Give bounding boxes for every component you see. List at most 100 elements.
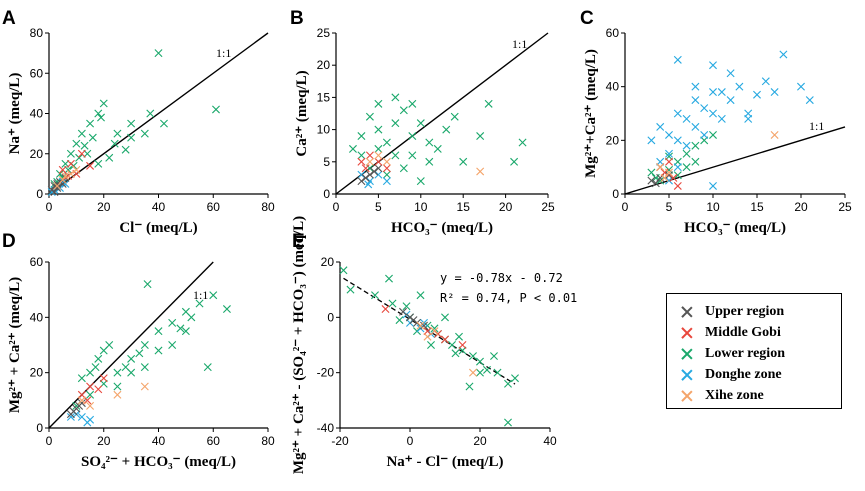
x-tick-label: 10 xyxy=(706,200,720,214)
legend-marker-icon xyxy=(681,390,693,402)
point-lower xyxy=(72,139,81,148)
legend-label: Middle Gobi xyxy=(705,324,781,340)
point-lower xyxy=(339,266,348,275)
point-xihe xyxy=(416,321,425,330)
point-lower xyxy=(86,390,95,399)
point-donghe xyxy=(673,163,682,172)
point-lower xyxy=(140,129,149,138)
point-xihe xyxy=(58,175,67,184)
y-axis-label: Na⁺ (meq/L) xyxy=(7,73,23,155)
legend-label: Upper region xyxy=(705,303,785,319)
point-lower xyxy=(203,363,212,372)
one-to-one-label: 1:1 xyxy=(193,288,208,302)
point-lower xyxy=(425,138,434,147)
point-lower xyxy=(399,164,408,173)
panel-letter-A: A xyxy=(2,8,16,29)
point-donghe xyxy=(744,114,753,123)
point-lower xyxy=(77,374,86,383)
one-to-one-label: 1:1 xyxy=(512,37,527,51)
point-upper xyxy=(399,307,407,316)
point-lower xyxy=(211,105,220,114)
point-lower xyxy=(709,130,717,139)
x-tick-label: 15 xyxy=(457,200,471,214)
point-xihe xyxy=(113,390,122,399)
y-tick-label: 25 xyxy=(317,26,331,40)
y-tick-label: 40 xyxy=(30,107,44,121)
point-lower xyxy=(97,113,106,122)
point-upper xyxy=(370,167,379,176)
point-middle xyxy=(382,164,391,173)
point-lower xyxy=(357,151,366,160)
point-xihe xyxy=(660,173,669,182)
point-xihe xyxy=(365,157,374,166)
point-lower xyxy=(476,357,484,366)
x-axis-label: Na⁺ - Cl⁻ (meq/L) xyxy=(386,454,503,470)
y-tick-label: -20 xyxy=(317,366,335,380)
x-axis-label: SO₄²⁻ + HCO₃⁻ (meq/L) xyxy=(81,454,236,470)
point-donghe xyxy=(700,130,709,139)
point-lower xyxy=(476,368,484,377)
point-lower xyxy=(187,313,196,322)
point-donghe xyxy=(61,179,70,188)
point-lower xyxy=(448,341,456,349)
legend-marker-icon xyxy=(681,348,693,360)
point-donghe xyxy=(709,88,717,97)
point-xihe xyxy=(469,368,477,377)
point-donghe xyxy=(805,96,814,105)
point-lower xyxy=(416,177,425,186)
point-lower xyxy=(391,119,400,128)
y-tick-label: 20 xyxy=(321,255,335,269)
point-lower xyxy=(425,157,434,166)
point-lower xyxy=(408,151,417,160)
point-xihe xyxy=(476,167,485,176)
point-xihe xyxy=(77,396,86,405)
point-lower xyxy=(465,382,474,391)
point-lower xyxy=(110,139,119,148)
point-lower xyxy=(469,352,477,361)
y-tick-label: 15 xyxy=(317,90,331,104)
point-donghe xyxy=(382,177,391,186)
point-lower xyxy=(105,341,114,349)
point-lower xyxy=(442,125,451,134)
point-lower xyxy=(490,352,498,361)
point-lower xyxy=(430,324,439,333)
point-lower xyxy=(382,138,391,147)
y-axis-label: Mg²⁺ + Ca²⁺ (meq/L) xyxy=(7,277,23,413)
y-tick-label: 60 xyxy=(30,255,44,269)
x-tick-label: 0 xyxy=(407,434,414,448)
point-middle xyxy=(458,341,467,349)
point-lower xyxy=(416,291,425,300)
point-donghe xyxy=(66,412,75,421)
point-donghe xyxy=(770,88,779,97)
point-lower xyxy=(127,354,136,363)
point-xihe xyxy=(423,332,432,341)
point-lower xyxy=(647,168,656,177)
x-tick-label: 0 xyxy=(622,200,629,214)
x-tick-label: 15 xyxy=(750,200,764,214)
point-middle xyxy=(86,382,95,391)
point-lower xyxy=(504,379,512,388)
point-donghe xyxy=(83,418,92,427)
point-donghe xyxy=(726,96,735,105)
point-lower xyxy=(113,382,122,391)
point-lower xyxy=(127,119,136,128)
point-lower xyxy=(451,349,460,358)
y-tick-label: 0 xyxy=(327,310,334,324)
point-lower xyxy=(113,129,122,138)
point-lower xyxy=(135,349,144,358)
x-tick-label: 25 xyxy=(541,200,555,214)
point-donghe xyxy=(717,88,726,97)
point-xihe xyxy=(61,171,70,180)
point-lower xyxy=(77,129,86,138)
point-lower xyxy=(121,145,130,154)
y-tick-label: 0 xyxy=(323,187,330,201)
point-upper xyxy=(357,177,366,186)
legend-label: Lower region xyxy=(705,345,785,361)
point-middle xyxy=(77,149,86,158)
point-lower xyxy=(348,144,357,153)
one-to-one-line xyxy=(48,32,269,195)
legend-label: Xihe zone xyxy=(705,387,764,403)
x-tick-label: 0 xyxy=(46,200,53,214)
point-lower xyxy=(140,363,149,372)
